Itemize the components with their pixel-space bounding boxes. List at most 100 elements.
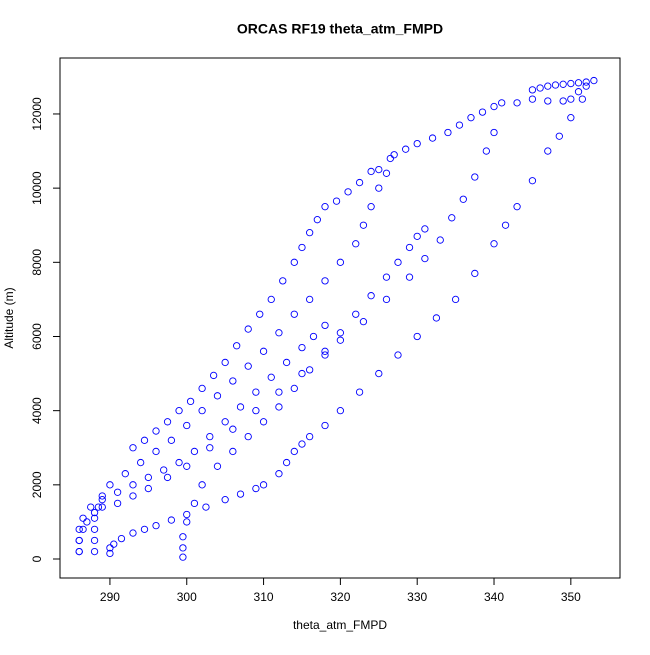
point — [428, 134, 437, 142]
point — [336, 407, 345, 415]
point — [244, 325, 252, 333]
point — [183, 421, 191, 430]
point — [79, 514, 87, 522]
point — [298, 440, 306, 448]
point — [213, 392, 222, 400]
point — [321, 321, 329, 330]
point — [259, 418, 268, 426]
point — [355, 388, 364, 396]
point — [183, 462, 191, 470]
x-tick-label: 350 — [561, 590, 581, 604]
point — [236, 490, 245, 498]
point — [551, 81, 560, 89]
point — [98, 492, 106, 500]
x-tick-label: 310 — [254, 590, 274, 604]
point — [375, 184, 383, 192]
point — [421, 225, 429, 233]
point — [152, 447, 160, 456]
point — [478, 108, 487, 116]
x-tick-label: 340 — [484, 590, 504, 604]
point — [528, 95, 537, 103]
point — [221, 358, 229, 367]
point — [87, 503, 95, 511]
point — [282, 358, 291, 367]
point — [490, 240, 498, 248]
point — [467, 114, 475, 122]
point — [198, 407, 206, 415]
point — [163, 473, 172, 482]
point — [198, 481, 206, 489]
point — [129, 444, 137, 452]
point — [482, 147, 490, 155]
point — [186, 397, 195, 406]
point — [590, 76, 598, 85]
point — [375, 369, 383, 378]
point — [221, 418, 229, 426]
point — [413, 232, 421, 241]
point — [336, 258, 345, 266]
point — [405, 243, 414, 252]
point — [206, 444, 214, 452]
point — [359, 318, 368, 326]
point — [306, 432, 314, 441]
point — [321, 347, 329, 355]
point — [336, 336, 345, 344]
point — [106, 481, 114, 489]
point — [471, 269, 479, 278]
point — [229, 425, 237, 433]
point — [567, 79, 575, 88]
point — [352, 240, 360, 248]
point — [98, 496, 106, 504]
point — [290, 258, 298, 266]
point — [451, 295, 460, 304]
point — [175, 458, 183, 467]
chart-title: ORCAS RF19 theta_atm_FMPD — [237, 21, 443, 37]
point — [75, 536, 83, 545]
point — [536, 84, 544, 92]
point — [432, 314, 441, 322]
point — [252, 388, 260, 396]
point — [90, 547, 99, 556]
x-tick-label: 290 — [100, 590, 120, 604]
point — [559, 97, 567, 105]
point — [106, 544, 114, 552]
x-tick-label: 330 — [407, 590, 427, 604]
x-axis-label: theta_atm_FMPD — [293, 618, 387, 632]
point — [256, 310, 264, 318]
point — [528, 86, 537, 94]
point — [444, 128, 452, 137]
point — [321, 203, 329, 211]
point — [455, 121, 464, 129]
point — [574, 79, 583, 87]
point — [267, 295, 275, 304]
point — [306, 228, 314, 237]
point — [306, 366, 314, 374]
point — [236, 403, 245, 411]
point — [394, 258, 402, 266]
point — [321, 351, 329, 359]
point — [528, 177, 537, 185]
point — [221, 496, 229, 504]
point — [567, 114, 575, 122]
point — [309, 332, 318, 341]
point — [567, 95, 575, 103]
point — [344, 188, 352, 196]
y-tick-label: 2000 — [30, 471, 44, 498]
point — [582, 78, 590, 86]
point — [90, 509, 99, 517]
point — [448, 214, 456, 222]
point — [137, 458, 145, 467]
point — [578, 95, 587, 103]
point — [355, 178, 364, 187]
point — [352, 310, 360, 318]
point — [90, 525, 99, 533]
y-tick-label: 4000 — [30, 397, 44, 424]
x-tick-label: 300 — [177, 590, 197, 604]
point — [290, 310, 298, 318]
point — [190, 499, 199, 508]
point — [290, 384, 298, 393]
point — [367, 167, 375, 176]
point — [244, 362, 252, 370]
y-tick-label: 10000 — [30, 171, 44, 205]
point — [471, 173, 479, 181]
